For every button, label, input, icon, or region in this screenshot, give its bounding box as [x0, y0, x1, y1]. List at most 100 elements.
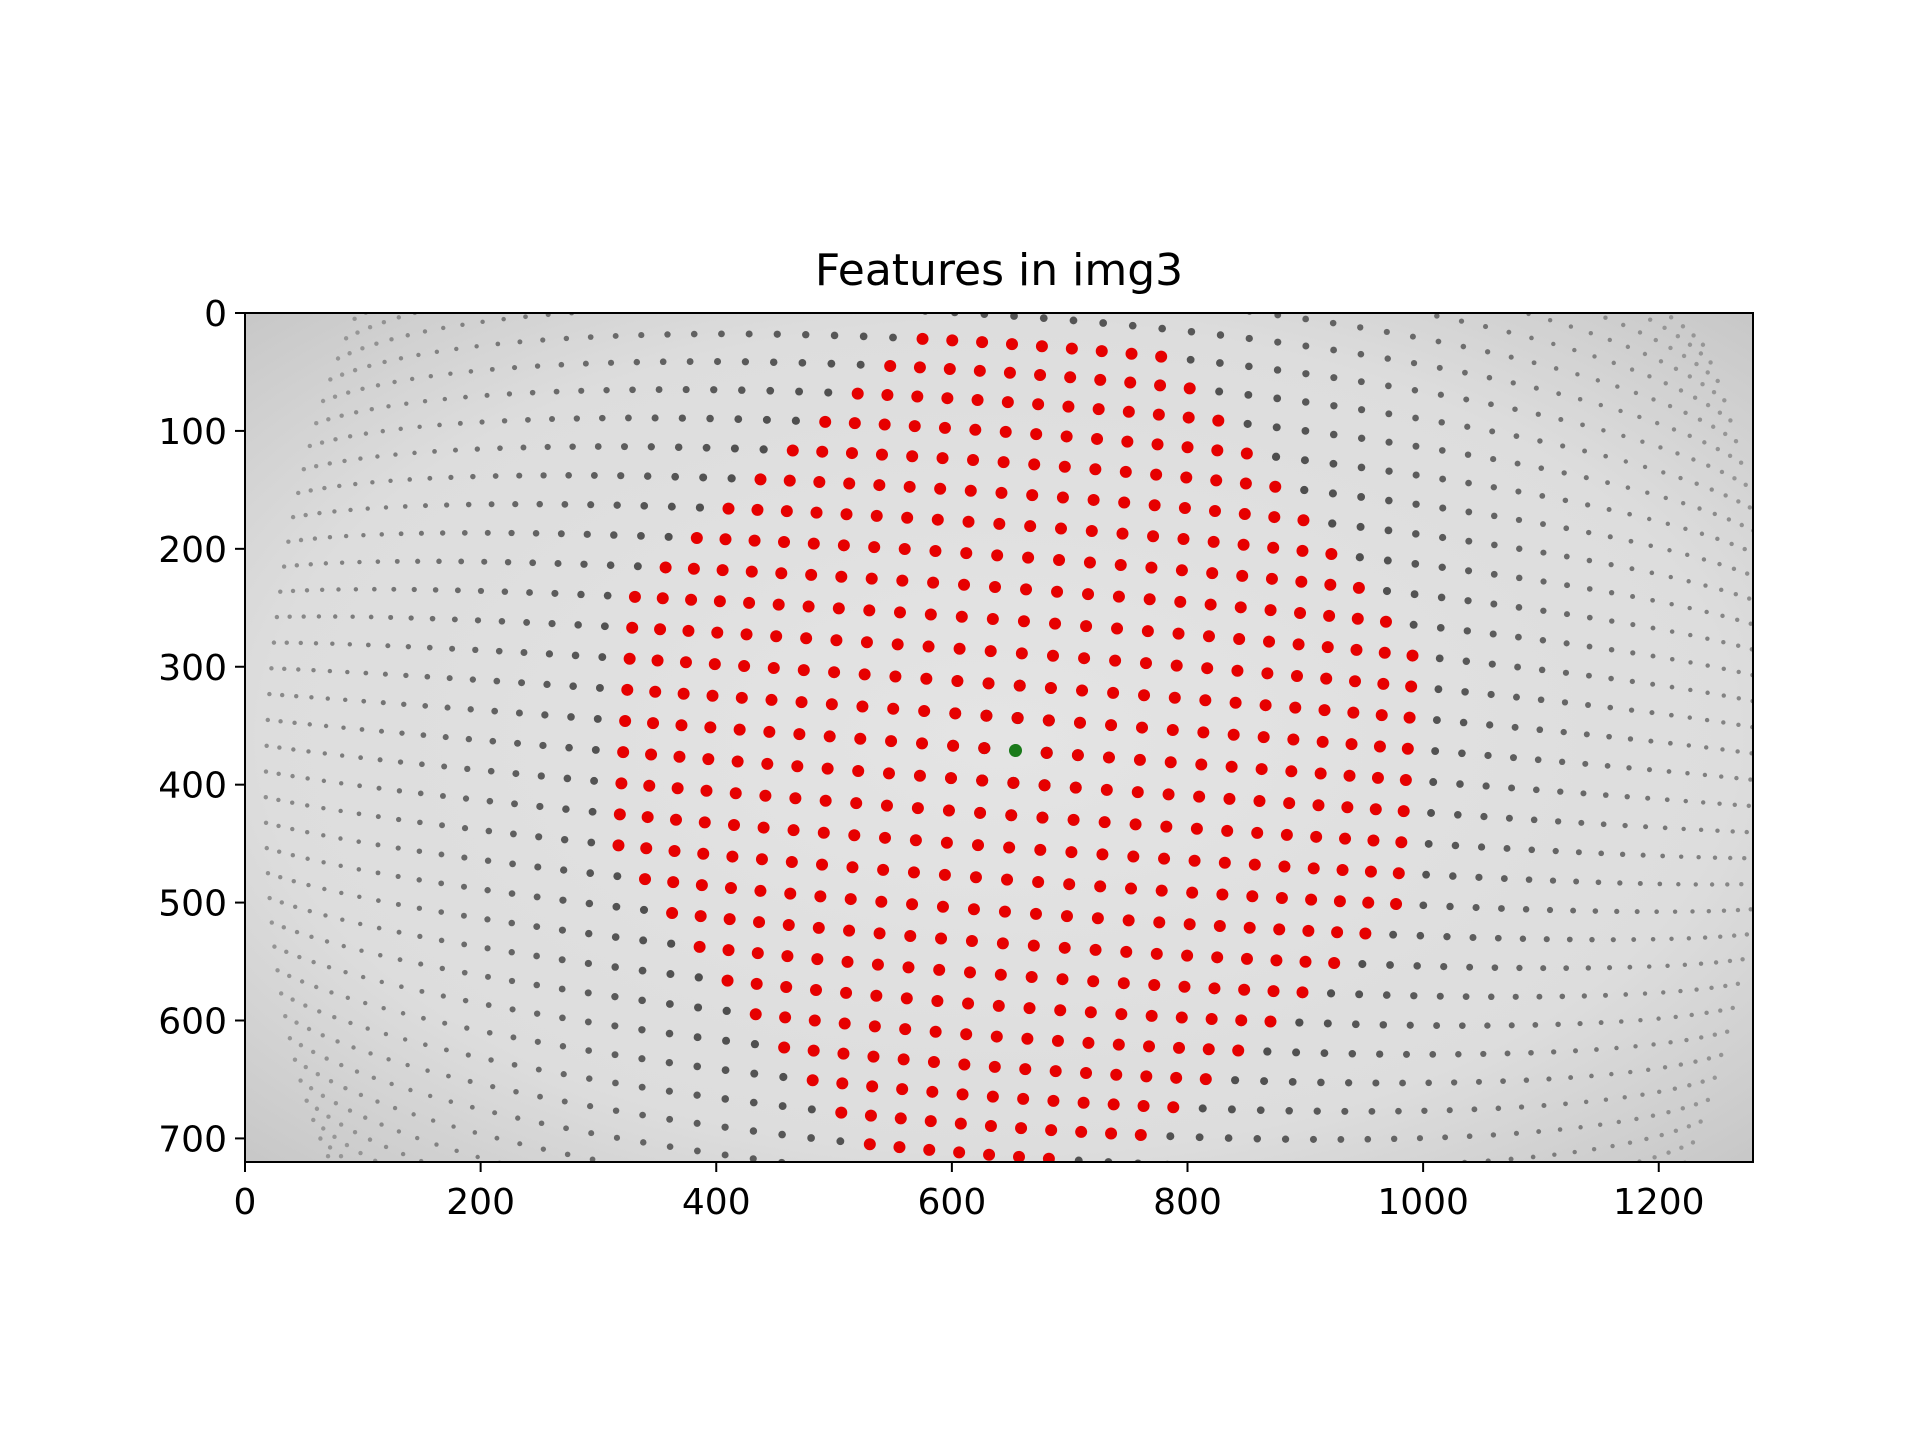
calibration-dot	[1509, 754, 1517, 762]
feature-point	[887, 702, 900, 715]
calibration-dot	[416, 352, 421, 358]
calibration-dot	[562, 805, 570, 813]
feature-point	[694, 910, 707, 923]
calibration-dot	[637, 532, 645, 540]
calibration-dot	[1675, 451, 1680, 456]
feature-point	[1351, 612, 1364, 625]
feature-point	[1160, 820, 1173, 833]
feature-point	[1341, 801, 1354, 814]
calibration-dot	[345, 669, 350, 675]
calibration-dot	[1357, 350, 1365, 358]
calibration-dot	[451, 1124, 456, 1129]
feature-point	[780, 980, 793, 993]
calibration-dot	[1442, 1134, 1449, 1141]
feature-point	[731, 755, 744, 768]
calibration-dot	[364, 1171, 368, 1175]
calibration-dot	[563, 1125, 569, 1132]
calibration-dot	[1739, 522, 1744, 528]
calibration-dot	[584, 1018, 592, 1026]
calibration-dot	[1508, 1022, 1515, 1029]
calibration-dot	[298, 640, 303, 646]
feature-point	[1328, 956, 1341, 969]
feature-point	[935, 932, 948, 945]
calibration-dot	[1540, 965, 1547, 972]
calibration-dot	[533, 981, 541, 989]
feature-point	[812, 921, 825, 934]
calibration-dot	[1462, 993, 1470, 1000]
feature-point	[1122, 914, 1135, 927]
calibration-dot	[1540, 607, 1547, 614]
feature-point	[841, 955, 854, 968]
feature-point	[817, 826, 830, 839]
calibration-dot	[356, 839, 362, 844]
feature-point	[719, 533, 732, 546]
feature-point	[808, 1014, 821, 1027]
feature-point	[1183, 918, 1196, 931]
feature-point	[641, 811, 654, 824]
calibration-dot	[1329, 319, 1337, 327]
calibration-dot	[291, 878, 296, 884]
calibration-dot	[1528, 1049, 1534, 1056]
calibration-dot	[1728, 855, 1733, 861]
feature-point	[1077, 1096, 1090, 1109]
feature-point	[1105, 1127, 1118, 1140]
calibration-dot	[339, 413, 344, 418]
calibration-dot	[667, 939, 676, 948]
calibration-dot	[352, 367, 358, 373]
calibration-dot	[588, 807, 597, 816]
calibration-dot	[1577, 397, 1583, 402]
calibration-dot	[1669, 712, 1674, 718]
calibration-dot	[375, 454, 380, 459]
calibration-dot	[269, 666, 274, 671]
calibration-dot	[427, 1093, 433, 1099]
calibration-dot	[391, 586, 397, 592]
feature-point	[1320, 672, 1333, 685]
feature-point	[1371, 771, 1384, 784]
calibration-dot	[301, 614, 306, 619]
calibration-dot	[1748, 907, 1753, 912]
calibration-dot	[264, 743, 269, 748]
feature-point	[789, 792, 802, 805]
calibration-dot	[399, 730, 405, 736]
calibration-dot	[365, 506, 370, 511]
feature-point	[1290, 669, 1303, 682]
calibration-dot	[827, 359, 836, 368]
calibration-dot	[1666, 1150, 1671, 1155]
calibration-dot	[727, 474, 736, 483]
calibration-dot	[326, 417, 331, 422]
calibration-dot	[1739, 882, 1744, 887]
calibration-dot	[1700, 1079, 1705, 1084]
calibration-dot	[327, 535, 333, 540]
calibration-dot	[1481, 300, 1486, 305]
calibration-dot	[1215, 387, 1224, 396]
calibration-dot	[392, 1105, 398, 1111]
calibration-dot	[1010, 313, 1018, 320]
calibration-dot	[439, 965, 445, 972]
feature-point	[1060, 910, 1073, 923]
feature-point	[1051, 1034, 1064, 1047]
calibration-dot	[339, 781, 344, 786]
calibration-dot	[286, 539, 291, 544]
feature-point	[1051, 585, 1064, 598]
feature-point	[749, 1008, 762, 1021]
calibration-dot	[375, 1099, 380, 1104]
calibration-dot	[1661, 990, 1666, 995]
calibration-dot	[1644, 1136, 1649, 1142]
calibration-dot	[1649, 570, 1655, 576]
calibration-dot	[383, 1031, 389, 1037]
calibration-dot	[1754, 552, 1758, 556]
calibration-dot	[1480, 1050, 1487, 1058]
calibration-dot	[339, 890, 344, 896]
feature-point	[913, 769, 926, 782]
feature-point	[900, 992, 913, 1005]
calibration-dot	[311, 1117, 316, 1123]
calibration-dot	[327, 1145, 333, 1150]
calibration-dot	[664, 331, 671, 338]
calibration-dot	[1543, 936, 1550, 943]
calibration-dot	[338, 808, 343, 814]
calibration-dot	[534, 863, 542, 871]
calibration-dot	[1628, 707, 1635, 713]
feature-point	[1019, 1063, 1032, 1076]
calibration-dot	[1341, 1107, 1349, 1115]
calibration-dot	[305, 776, 310, 781]
